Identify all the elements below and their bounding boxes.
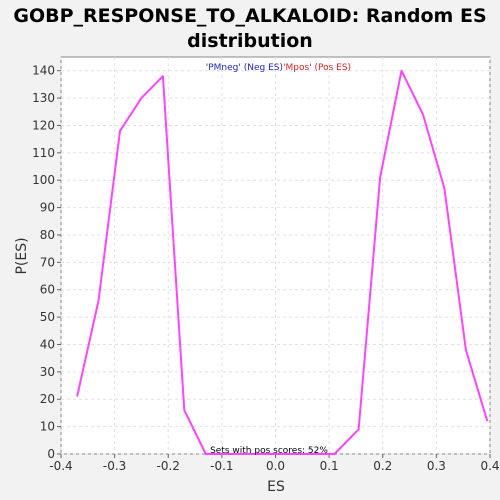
x-axis-label: ES (267, 479, 285, 495)
y-tick-label: 80 (40, 228, 55, 242)
legend-pos-label: 'Mpos' (Pos ES) (283, 63, 351, 73)
y-tick-label: 70 (40, 255, 55, 269)
x-tick-label: 0.2 (373, 459, 392, 473)
x-tick-label: -0.1 (210, 459, 233, 473)
x-tick-label: -0.2 (157, 459, 180, 473)
chart-title-line1: GOBP_RESPONSE_TO_ALKALOID: Random ES (13, 5, 486, 27)
series-line (76, 69, 489, 455)
y-tick-label: 0 (47, 447, 55, 461)
y-tick-label: 90 (40, 201, 55, 215)
x-tick-label: 0.3 (427, 459, 446, 473)
y-tick-label: 50 (40, 310, 55, 324)
y-tick-label: 30 (40, 365, 55, 379)
x-tick-label: -0.4 (49, 459, 72, 473)
y-tick-label: 10 (40, 420, 55, 434)
x-tick-label: 0.1 (320, 459, 339, 473)
y-tick-label: 110 (32, 146, 55, 160)
x-tick-label: 0.0 (266, 459, 285, 473)
y-tick-label: 140 (32, 64, 55, 78)
pos-scores-annotation: Sets with pos scores: 52% (210, 446, 328, 456)
x-tick-label: -0.3 (103, 459, 126, 473)
y-axis-label: P(ES) (14, 237, 30, 274)
series-layer (76, 69, 489, 455)
x-axis: -0.4 -0.3 -0.2 -0.1 0.0 0.1 0.2 0.3 0.4 (49, 454, 500, 473)
y-tick-label: 20 (40, 392, 55, 406)
chart-title-line2: distribution (187, 30, 313, 52)
y-tick-label: 130 (32, 91, 55, 105)
y-tick-label: 100 (32, 173, 55, 187)
y-tick-label: 120 (32, 118, 55, 132)
y-axis: 0 10 20 30 40 50 60 70 80 90 100 110 120 130 140 (32, 64, 61, 461)
grid (60, 57, 491, 455)
y-tick-label: 60 (40, 283, 55, 297)
y-tick-label: 40 (40, 337, 55, 351)
legend-neg-label: 'PMneg' (Neg ES) (206, 63, 283, 73)
x-tick-label: 0.4 (480, 459, 499, 473)
